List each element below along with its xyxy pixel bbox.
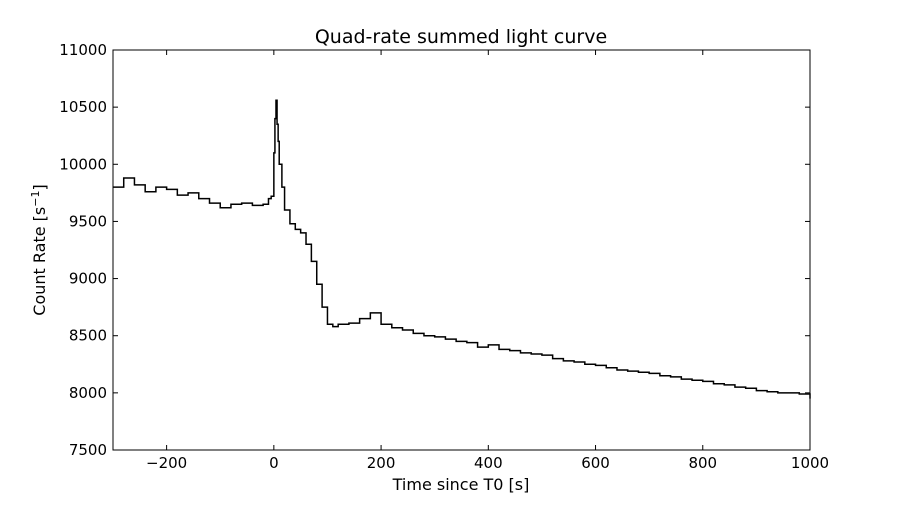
x-tick-label: 200 — [367, 454, 396, 472]
y-tick-label: 10000 — [59, 155, 107, 173]
x-tick-label: −200 — [146, 454, 187, 472]
y-axis-label-tail: ] — [30, 184, 49, 190]
x-tick-label: 1000 — [791, 454, 829, 472]
y-tick-label: 9000 — [69, 270, 107, 288]
y-tick-label: 8500 — [69, 327, 107, 345]
x-tick-label: 600 — [581, 454, 610, 472]
y-axis-label-main: Count Rate [s — [30, 207, 49, 316]
light-curve-line — [113, 99, 811, 399]
y-tick-label: 7500 — [69, 441, 107, 459]
x-tick-label: 800 — [688, 454, 717, 472]
x-tick-label: 0 — [269, 454, 279, 472]
y-axis-label-superscript: −1 — [29, 191, 42, 207]
y-tick-label: 10500 — [59, 98, 107, 116]
y-tick-label: 8000 — [69, 384, 107, 402]
plot-frame — [112, 49, 811, 451]
x-axis-label: Time since T0 [s] — [392, 475, 530, 494]
ticks-layer: −200 0 200 400 600 800 1000 7500 8000 8500 9000 950… — [59, 41, 829, 472]
x-tick-label: 400 — [474, 454, 503, 472]
plot-background — [113, 50, 810, 450]
chart-title: Quad-rate summed light curve — [315, 26, 607, 48]
y-tick-label: 11000 — [59, 41, 107, 59]
y-tick-label: 9500 — [69, 212, 107, 230]
series-layer — [113, 99, 811, 399]
y-axis-label: Count Rate [s−1] — [29, 184, 49, 315]
